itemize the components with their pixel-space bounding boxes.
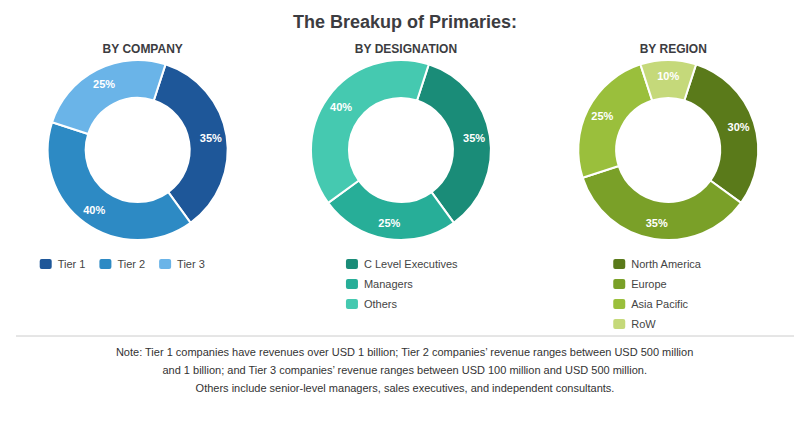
svg-text:40%: 40% <box>83 204 105 216</box>
svg-text:Tier 3: Tier 3 <box>177 258 205 270</box>
svg-text:Note: Tier 1 companies have re: Note: Tier 1 companies have revenues ove… <box>116 346 693 358</box>
svg-text:35%: 35% <box>463 132 485 144</box>
svg-text:BY REGION: BY REGION <box>640 42 707 56</box>
svg-text:Asia Pacific: Asia Pacific <box>631 298 688 310</box>
svg-text:35%: 35% <box>646 217 668 229</box>
svg-text:10%: 10% <box>657 70 679 82</box>
svg-text:Others include senior-level ma: Others include senior-level managers, sa… <box>196 382 615 394</box>
svg-text:and 1 billion; and Tier 3 comp: and 1 billion; and Tier 3 companies’ rev… <box>162 364 646 376</box>
svg-text:25%: 25% <box>93 78 115 90</box>
svg-text:Others: Others <box>364 298 398 310</box>
svg-text:Tier 2: Tier 2 <box>117 258 145 270</box>
svg-text:25%: 25% <box>591 110 613 122</box>
svg-text:BY DESIGNATION: BY DESIGNATION <box>355 42 457 56</box>
svg-text:C Level Executives: C Level Executives <box>364 258 458 270</box>
svg-text:35%: 35% <box>200 132 222 144</box>
svg-text:40%: 40% <box>330 101 352 113</box>
svg-text:RoW: RoW <box>631 318 656 330</box>
svg-text:The Breakup of Primaries:: The Breakup of Primaries: <box>293 12 517 32</box>
svg-text:30%: 30% <box>728 121 750 133</box>
svg-text:BY COMPANY: BY COMPANY <box>103 42 183 56</box>
svg-text:Managers: Managers <box>364 278 413 290</box>
svg-text:25%: 25% <box>378 217 400 229</box>
svg-text:Europe: Europe <box>631 278 666 290</box>
svg-text:North America: North America <box>631 258 702 270</box>
svg-text:Tier 1: Tier 1 <box>58 258 86 270</box>
